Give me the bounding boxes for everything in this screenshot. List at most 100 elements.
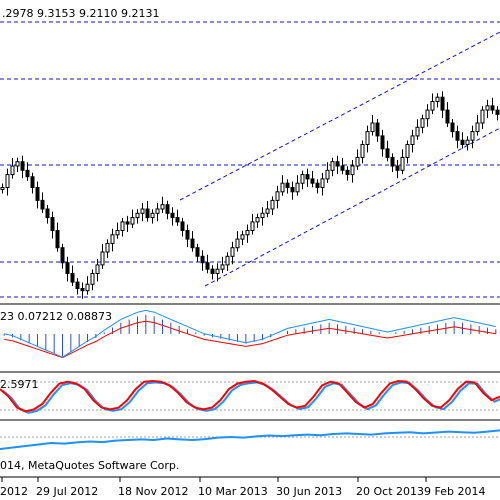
candle [85, 276, 90, 295]
bear-candle-body [335, 161, 340, 167]
bear-candle-body [65, 262, 70, 274]
bear-candle-body [490, 105, 495, 111]
bear-candle-body [165, 204, 170, 214]
bear-candle-body [290, 187, 295, 193]
bull-candle-body [275, 191, 280, 201]
bear-candle-body [125, 221, 130, 225]
candle [335, 155, 340, 174]
bull-candle-body [320, 178, 325, 188]
bull-candle-body [300, 174, 305, 184]
candle [435, 93, 440, 108]
candle [65, 256, 70, 282]
bull-candle-body [470, 131, 475, 141]
bear-candle-body [145, 208, 150, 219]
candle [30, 172, 35, 194]
candle [50, 211, 55, 239]
bear-candle-body [380, 135, 385, 150]
candle [420, 114, 425, 134]
bear-candle-body [175, 217, 180, 223]
candle [95, 258, 100, 282]
bear-candle-body [395, 165, 400, 171]
candle [110, 228, 115, 252]
bull-candle-body [350, 165, 355, 176]
candle [205, 254, 210, 274]
candle [75, 278, 80, 295]
candle [250, 213, 255, 235]
bull-candle-body [270, 199, 275, 210]
bear-candle-body [210, 268, 215, 275]
stoch-signal-line [2, 381, 500, 414]
x-tick-label: 20 Oct 2013 [356, 485, 424, 498]
bear-candle-body [345, 169, 350, 176]
bull-candle-body [150, 212, 155, 219]
candle [345, 166, 350, 181]
bear-candle-body [40, 199, 45, 210]
copyright: 014, MetaQuotes Software Corp. [0, 459, 179, 472]
candle [440, 91, 445, 119]
candlestick-series [0, 91, 500, 299]
candle [305, 168, 310, 187]
bull-candle-body [85, 283, 90, 292]
bull-candle-body [435, 96, 440, 102]
bear-candle-body [460, 139, 465, 145]
candle [450, 119, 455, 138]
candle [320, 172, 325, 196]
bull-candle-body [430, 101, 435, 111]
candle [360, 140, 365, 164]
bull-candle-body [215, 268, 220, 275]
candle [285, 179, 290, 194]
bull-candle-body [295, 182, 300, 193]
x-tick-label: 10 Mar 2013 [198, 485, 268, 498]
candle [475, 115, 480, 136]
candle [145, 201, 150, 222]
candle [470, 125, 475, 149]
candle [430, 93, 435, 115]
candle [80, 282, 85, 299]
candle [115, 222, 120, 239]
bull-candle-body [410, 135, 415, 145]
candle [235, 231, 240, 252]
bull-candle-body [110, 234, 115, 244]
bear-candle-body [75, 281, 80, 290]
candle [275, 185, 280, 209]
stoch-main-line [0, 379, 500, 413]
bull-candle-body [135, 212, 140, 219]
bear-candle-body [495, 109, 500, 115]
candle [190, 231, 195, 252]
bull-candle-body [265, 208, 270, 214]
candle [480, 106, 485, 129]
candle [485, 99, 490, 119]
bull-candle-body [465, 139, 470, 145]
candle [455, 125, 460, 149]
candle [405, 140, 410, 164]
stoch-label: 2.5971 [0, 378, 39, 391]
horizontal-levels [0, 21, 500, 298]
bull-candle-body [245, 230, 250, 236]
candle [180, 217, 185, 237]
bull-candle-body [130, 217, 135, 225]
bull-candle-body [5, 174, 10, 189]
bull-candle-body [15, 161, 20, 167]
bull-candle-body [260, 212, 265, 219]
bull-candle-body [155, 208, 160, 214]
candle [135, 209, 140, 224]
bull-candle-body [415, 126, 420, 137]
candle [5, 168, 10, 196]
candle [25, 162, 30, 181]
bull-candle-body [480, 109, 485, 124]
candle [150, 209, 155, 224]
bull-candle-body [140, 208, 145, 214]
bull-candle-body [420, 118, 425, 128]
bear-candle-body [45, 208, 50, 219]
bear-candle-body [340, 165, 345, 171]
candle [140, 203, 145, 222]
bear-candle-body [310, 178, 315, 184]
channel-upper-line [179, 31, 500, 201]
bear-candle-body [315, 182, 320, 188]
candle [270, 196, 275, 215]
candle [445, 102, 450, 127]
candle [460, 132, 465, 149]
bear-candle-body [390, 156, 395, 167]
bear-candle-body [185, 230, 190, 240]
bear-candle-body [440, 96, 445, 111]
